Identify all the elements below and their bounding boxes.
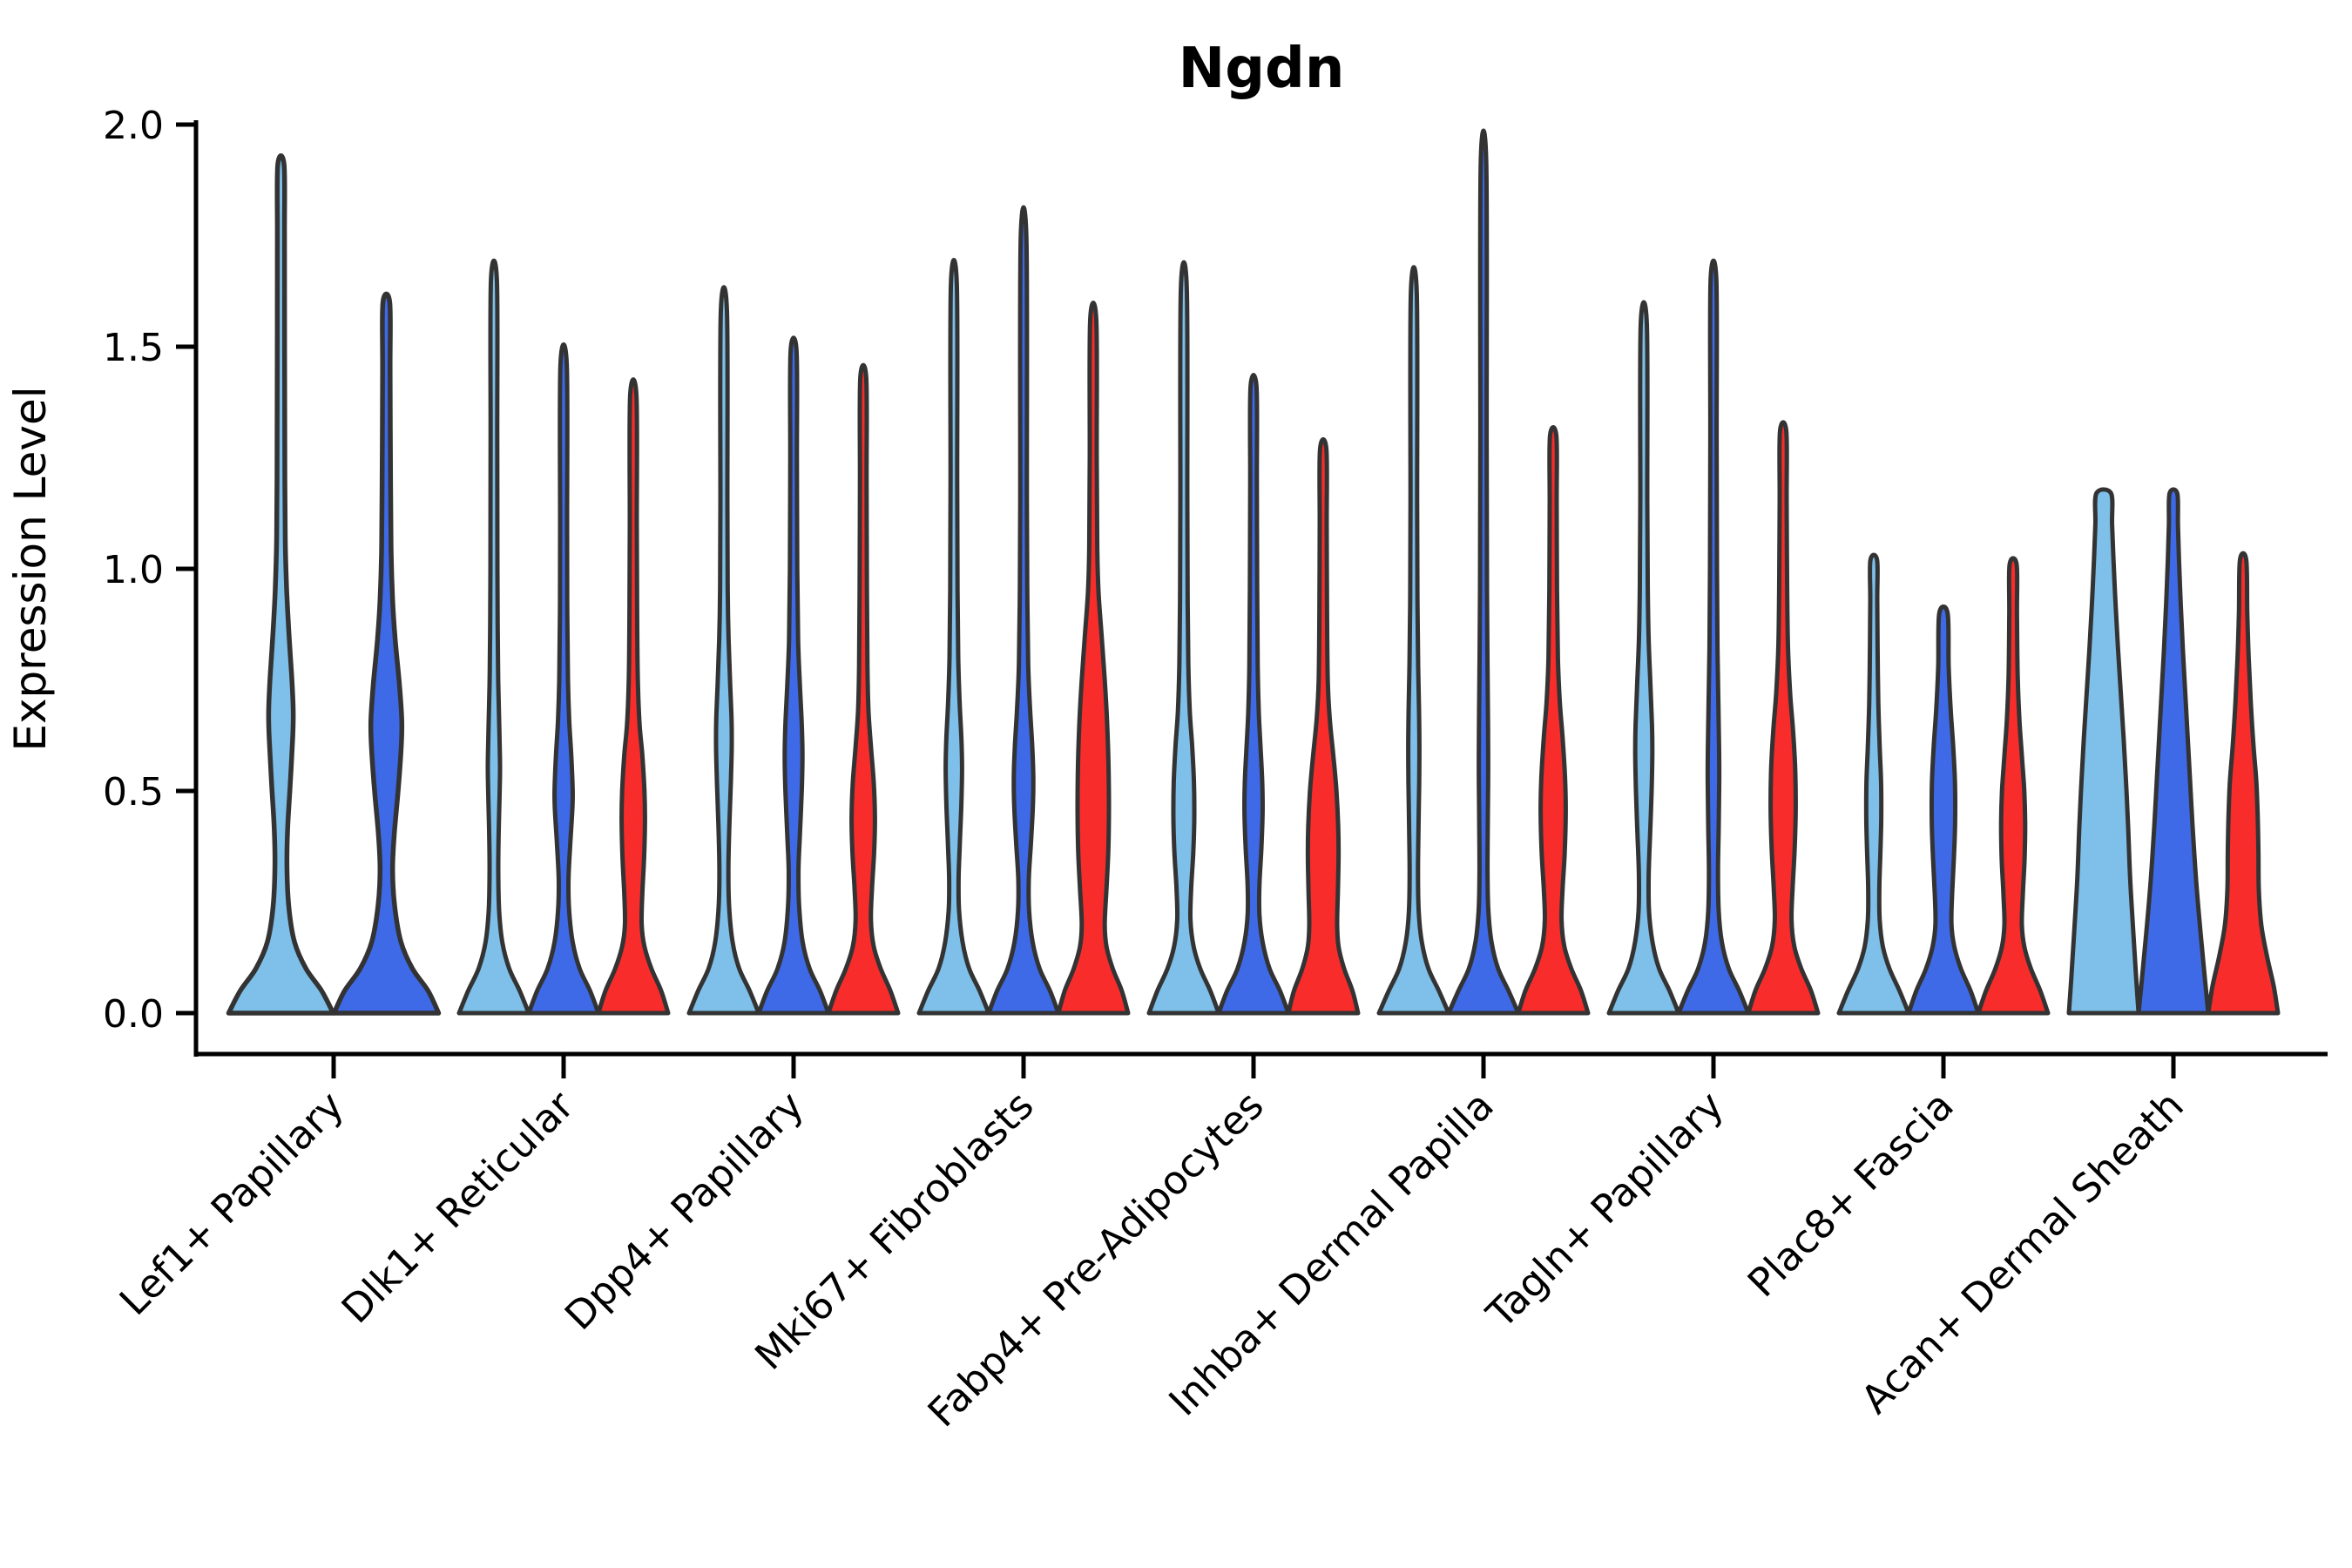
y-tick-label-1.5: 1.5 (103, 326, 164, 370)
y-tick-label-1.0: 1.0 (103, 548, 164, 592)
violin-acan-dermal-sheath-dark_blue (2136, 487, 2211, 1016)
violin-acan-dermal-sheath-red (2206, 551, 2281, 1016)
violin-dpp4-papillary-light_blue (686, 285, 761, 1016)
violin-fabp4-pre-adipocytes-light_blue (1146, 260, 1221, 1016)
chart-title: Ngdn (1179, 37, 1345, 101)
violin-tagln-papillary-dark_blue (1676, 258, 1751, 1016)
violin-dpp4-papillary-dark_blue (756, 335, 831, 1016)
x-tick-label-dlk1-reticular: Dlk1+ Reticular (333, 1082, 583, 1332)
violin-mki67-fibroblasts-dark_blue (986, 205, 1061, 1016)
violin-fabp4-pre-adipocytes-dark_blue (1216, 373, 1291, 1016)
violin-lef1-papillary-light_blue (226, 152, 336, 1016)
violin-plac8-fascia-light_blue (1836, 552, 1911, 1016)
x-tick-label-tagln-papillary: Tagln+ Papillary (1477, 1082, 1733, 1337)
violin-dpp4-papillary-red (826, 362, 901, 1016)
violin-dlk1-reticular-red (596, 377, 671, 1016)
violin-plac8-fascia-red (1976, 556, 2051, 1016)
y-axis-label: Expression Level (5, 386, 56, 751)
y-tick-label-0.5: 0.5 (103, 770, 164, 814)
violin-dlk1-reticular-light_blue (456, 258, 531, 1016)
y-tick-label-0.0: 0.0 (103, 992, 164, 1037)
axes-layer (176, 120, 2328, 1078)
violins-layer (226, 128, 2281, 1016)
violin-inhba-dermal-papilla-dark_blue (1446, 128, 1521, 1016)
x-tick-label-dpp4-papillary: Dpp4+ Papillary (556, 1082, 813, 1339)
x-tick-label-plac8-fascia: Plac8+ Fascia (1739, 1082, 1963, 1306)
violin-mki67-fibroblasts-light_blue (916, 258, 991, 1016)
violin-inhba-dermal-papilla-red (1516, 424, 1591, 1016)
violin-lef1-papillary-dark_blue (331, 291, 442, 1016)
violin-tagln-papillary-light_blue (1606, 300, 1681, 1016)
violin-dlk1-reticular-dark_blue (526, 342, 601, 1016)
violin-inhba-dermal-papilla-light_blue (1376, 265, 1451, 1016)
violin-mki67-fibroblasts-red (1056, 301, 1131, 1016)
violin-acan-dermal-sheath-light_blue (2066, 487, 2141, 1016)
y-tick-label-2.0: 2.0 (103, 104, 164, 148)
violin-plac8-fascia-dark_blue (1906, 604, 1981, 1016)
violin-tagln-papillary-red (1746, 420, 1821, 1016)
x-tick-label-lef1-papillary: Lef1+ Papillary (111, 1082, 353, 1324)
violin-fabp4-pre-adipocytes-red (1286, 436, 1361, 1016)
